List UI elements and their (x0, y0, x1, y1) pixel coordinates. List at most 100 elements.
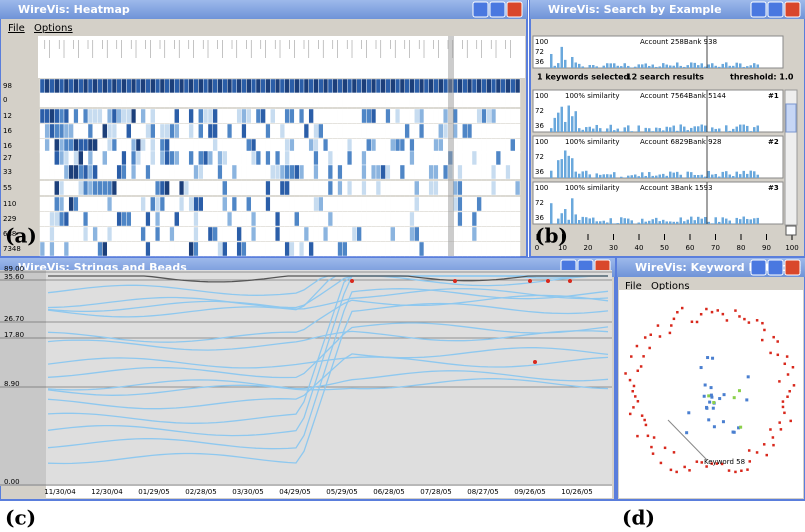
close-button[interactable] (784, 1, 801, 18)
heatmap-cell (361, 78, 367, 94)
heatmap-cell (390, 164, 396, 180)
heatmap-cell (140, 226, 146, 242)
heatmap-cell (318, 226, 324, 242)
heatmap-cell (102, 108, 108, 124)
heatmap-cell (222, 226, 228, 242)
heatmap-cell (486, 92, 492, 108)
heatmap-cell (174, 164, 180, 180)
heatmap-cell (495, 150, 502, 166)
heatmap-cell (481, 211, 487, 227)
mini-bar (602, 220, 605, 224)
x-axis-label: 02/28/05 (185, 488, 216, 496)
keyword-node (776, 340, 779, 343)
mini-axis-label: 100 (535, 38, 548, 46)
menu-item[interactable]: Options (34, 23, 73, 34)
heatmap-cell (395, 78, 401, 94)
heatmap-cell (395, 226, 401, 242)
mini-bar (651, 175, 654, 178)
heatmap-cell (54, 123, 60, 139)
heatmap-cell (279, 150, 286, 166)
close-button[interactable] (506, 1, 523, 18)
mini-bar (592, 65, 595, 68)
heatmap-cell (327, 164, 334, 180)
heatmap-cell (404, 164, 410, 180)
minimize-button[interactable] (750, 259, 767, 276)
mini-bar (599, 221, 602, 224)
menu-item[interactable]: File (8, 23, 25, 34)
heatmap-cell (342, 164, 348, 180)
heatmap-cell (169, 92, 175, 108)
heatmap-cell (207, 180, 214, 196)
scroll-thumb[interactable] (785, 103, 797, 133)
keyword-node (734, 309, 737, 312)
heatmap-cell (404, 226, 410, 242)
heatmap-cell (265, 150, 271, 166)
heatmap-cell (510, 226, 516, 242)
minimize-button[interactable] (472, 1, 489, 18)
mini-bar (756, 64, 759, 68)
heatmap-cell (241, 196, 247, 212)
mini-bar (644, 221, 647, 224)
heatmap-cell (428, 150, 434, 166)
heatmap-cell (202, 164, 209, 180)
mini-bar (553, 65, 556, 68)
maximize-button[interactable] (767, 1, 784, 18)
heatmap-cell (303, 180, 310, 196)
mini-bar (714, 173, 717, 178)
heatmap-cell (97, 180, 103, 196)
heatmap-cell (476, 78, 482, 94)
heatmap-cell (347, 211, 353, 227)
heatmap-cell (500, 180, 506, 196)
heatmap-cell (419, 180, 425, 196)
heatmap-cell (174, 180, 180, 196)
heatmap-cell (135, 123, 142, 139)
heatmap-cell (361, 150, 367, 166)
heatmap-cell (467, 92, 473, 108)
heatmap-cell (380, 123, 386, 139)
heatmap-cell (380, 78, 386, 94)
minimize-button[interactable] (750, 1, 767, 18)
keyword-node (659, 461, 663, 465)
heatmap-cell (222, 196, 228, 212)
mini-bar (655, 217, 658, 224)
account-node (705, 405, 709, 409)
heatmap-cell (270, 226, 276, 242)
heatmap-cell (207, 241, 214, 257)
account-node (709, 393, 713, 397)
heatmap-cell (318, 150, 324, 166)
heatmap-cell (154, 78, 161, 94)
heatmap-cell (241, 108, 247, 124)
heatmap-cell (308, 241, 314, 257)
heatmap-cell (462, 150, 468, 166)
mini-bar (756, 174, 759, 178)
heatmap-cell (111, 211, 118, 227)
heatmap-cell (188, 180, 194, 196)
row-label: 110 (3, 200, 16, 208)
heatmap-cell (154, 211, 161, 227)
heatmap-cell (505, 150, 511, 166)
mini-bar (728, 65, 731, 68)
menu-item[interactable]: Options (651, 281, 690, 292)
slider-thumb[interactable] (785, 225, 797, 236)
heatmap-cell (116, 150, 122, 166)
keyword-node (772, 443, 775, 447)
menu-item[interactable]: File (625, 281, 642, 292)
heatmap-cell (222, 123, 228, 139)
x-axis-strip (46, 486, 612, 498)
heatmap-cell (183, 241, 190, 257)
heatmap-cell (78, 241, 84, 257)
maximize-button[interactable] (489, 1, 506, 18)
heatmap-cell (68, 211, 74, 227)
close-button[interactable] (784, 259, 801, 276)
heatmap-cell (289, 92, 295, 108)
heatmap-cell (371, 150, 377, 166)
string-line (47, 275, 608, 437)
heatmap-cell (491, 226, 497, 242)
heatmap-cell (414, 180, 420, 196)
heatmap-cell (471, 92, 478, 108)
mini-bar (658, 221, 661, 224)
heatmap-cell (87, 92, 94, 108)
heatmap-cell (510, 92, 516, 108)
selected-column (448, 36, 454, 256)
maximize-button[interactable] (767, 259, 784, 276)
